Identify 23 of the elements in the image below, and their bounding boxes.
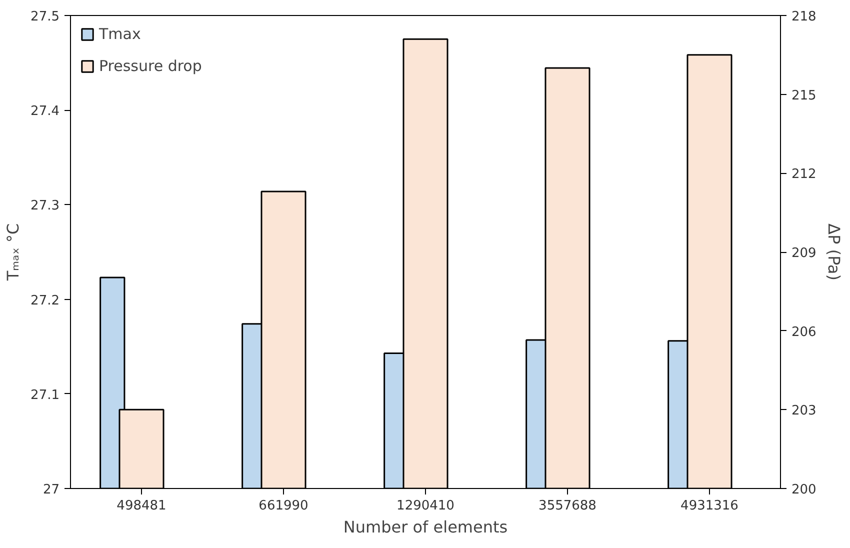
y2-tick-label: 218	[792, 10, 816, 24]
legend-label: Pressure drop	[99, 57, 202, 75]
y-tick-label: 27.1	[30, 388, 60, 403]
y-tick-label: 27.2	[30, 293, 60, 308]
y-tick-label: 27.4	[30, 104, 60, 120]
x-tick-label: 4931316	[680, 498, 738, 514]
x-tick-label: 661990	[258, 498, 308, 514]
y-axis-title: Tₘₐₓ °C	[4, 223, 23, 282]
y-tick-label: 27.3	[30, 198, 60, 214]
x-tick-label: 498481	[116, 498, 166, 514]
y-tick-label: 27	[42, 482, 60, 498]
y2-tick-label: 215	[792, 88, 816, 104]
legend-label: Tmax	[99, 25, 141, 43]
x-tick-label: 1290410	[396, 498, 454, 514]
y2-tick-label: 206	[792, 324, 816, 340]
x-tick-label: 3557688	[538, 498, 596, 514]
y2-axis-title: ΔP (Pa)	[824, 224, 844, 280]
y-tick-label: 27.5	[30, 10, 60, 24]
y2-tick-label: 212	[792, 167, 816, 182]
x-axis-title: Number of elements	[343, 518, 508, 536]
y2-tick-label: 203	[792, 404, 816, 419]
y2-tick-label: 200	[792, 482, 816, 498]
y2-tick-label: 209	[792, 246, 816, 261]
